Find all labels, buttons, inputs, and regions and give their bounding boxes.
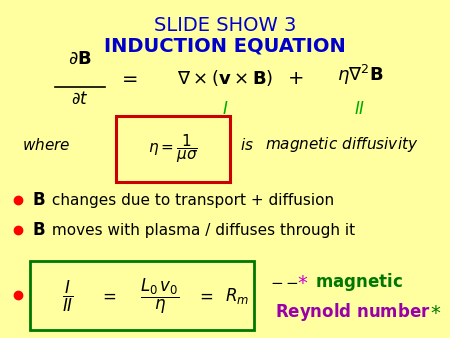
Text: $\mathbf{magnetic}$: $\mathbf{magnetic}$ <box>315 271 403 293</box>
Text: $*$: $*$ <box>430 303 441 321</box>
Text: $\dfrac{I}{II}$: $\dfrac{I}{II}$ <box>62 279 74 314</box>
Text: $II$: $II$ <box>354 100 366 118</box>
Text: $\partial\mathbf{B}$: $\partial\mathbf{B}$ <box>68 50 92 68</box>
Text: $\eta\nabla^2\mathbf{B}$: $\eta\nabla^2\mathbf{B}$ <box>337 63 383 87</box>
Text: $*$: $*$ <box>297 272 308 291</box>
Text: $=$: $=$ <box>196 287 214 305</box>
Text: SLIDE SHOW 3: SLIDE SHOW 3 <box>154 16 296 35</box>
FancyBboxPatch shape <box>30 261 254 330</box>
Text: $I$: $I$ <box>222 100 228 118</box>
Text: changes due to transport + diffusion: changes due to transport + diffusion <box>47 193 334 208</box>
Text: $is$: $is$ <box>240 137 254 153</box>
Text: $--$: $--$ <box>270 274 299 290</box>
Text: $\mathbf{B}$: $\mathbf{B}$ <box>32 221 45 239</box>
FancyBboxPatch shape <box>116 116 230 182</box>
Text: $where$: $where$ <box>22 137 71 153</box>
Text: $\eta = \dfrac{1}{\mu\sigma}$: $\eta = \dfrac{1}{\mu\sigma}$ <box>148 132 198 165</box>
Text: $\mathbf{Reynold\ number}$: $\mathbf{Reynold\ number}$ <box>275 301 431 323</box>
Text: $=$: $=$ <box>99 287 117 305</box>
Text: $magnetic\ diffusivity$: $magnetic\ diffusivity$ <box>265 136 419 154</box>
Text: $\mathbf{B}$: $\mathbf{B}$ <box>32 191 45 209</box>
Text: $\nabla\times(\mathbf{v}\times\mathbf{B})$: $\nabla\times(\mathbf{v}\times\mathbf{B}… <box>177 68 273 88</box>
Text: $=$: $=$ <box>118 69 138 88</box>
Text: $\partial t$: $\partial t$ <box>71 90 89 108</box>
Text: $+$: $+$ <box>287 69 303 88</box>
Text: INDUCTION EQUATION: INDUCTION EQUATION <box>104 36 346 55</box>
Text: moves with plasma / diffuses through it: moves with plasma / diffuses through it <box>47 222 355 238</box>
Text: $\dfrac{L_0\,v_0}{\eta}$: $\dfrac{L_0\,v_0}{\eta}$ <box>140 276 180 316</box>
Text: $R_m$: $R_m$ <box>225 286 249 306</box>
